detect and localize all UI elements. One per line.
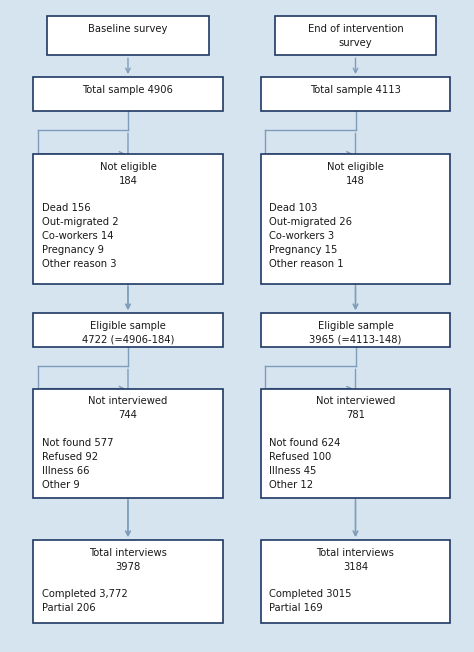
Text: 184: 184 [118,175,137,186]
FancyBboxPatch shape [261,389,450,498]
FancyBboxPatch shape [261,154,450,284]
FancyBboxPatch shape [261,540,450,623]
Text: Total sample 4906: Total sample 4906 [82,85,173,95]
FancyBboxPatch shape [275,16,436,55]
Text: Other reason 3: Other reason 3 [42,259,116,269]
FancyBboxPatch shape [261,77,450,111]
Text: Completed 3015: Completed 3015 [269,589,352,599]
Text: Eligible sample: Eligible sample [90,321,166,331]
Text: Out-migrated 26: Out-migrated 26 [269,217,352,227]
FancyBboxPatch shape [33,77,223,111]
Text: 148: 148 [346,175,365,186]
Text: 4722 (=4906-184): 4722 (=4906-184) [82,334,174,345]
Text: 781: 781 [346,410,365,421]
Text: Out-migrated 2: Out-migrated 2 [42,217,118,227]
Text: Partial 169: Partial 169 [269,603,323,613]
Text: Illness 45: Illness 45 [269,466,317,476]
Text: Dead 103: Dead 103 [269,203,318,213]
Text: Completed 3,772: Completed 3,772 [42,589,128,599]
Text: Illness 66: Illness 66 [42,466,89,476]
Text: Dead 156: Dead 156 [42,203,91,213]
Text: End of intervention: End of intervention [308,24,403,34]
FancyBboxPatch shape [261,313,450,347]
Text: Co-workers 3: Co-workers 3 [269,231,334,241]
Text: Other reason 1: Other reason 1 [269,259,344,269]
Text: 3978: 3978 [115,561,141,572]
Text: Other 9: Other 9 [42,479,80,490]
FancyBboxPatch shape [33,154,223,284]
Text: Total interviews: Total interviews [317,548,394,557]
Text: 744: 744 [118,410,137,421]
Text: Not found 577: Not found 577 [42,438,113,448]
FancyBboxPatch shape [33,389,223,498]
Text: Not eligible: Not eligible [327,162,384,171]
Text: Refused 92: Refused 92 [42,452,98,462]
Text: Pregnancy 15: Pregnancy 15 [269,244,337,255]
Text: Co-workers 14: Co-workers 14 [42,231,113,241]
Text: Refused 100: Refused 100 [269,452,331,462]
Text: Total interviews: Total interviews [89,548,167,557]
FancyBboxPatch shape [33,313,223,347]
Text: 3184: 3184 [343,561,368,572]
Text: Pregnancy 9: Pregnancy 9 [42,244,104,255]
Text: Not eligible: Not eligible [100,162,156,171]
FancyBboxPatch shape [33,540,223,623]
Text: Eligible sample: Eligible sample [318,321,393,331]
Text: Not interviewed: Not interviewed [316,396,395,406]
FancyBboxPatch shape [47,16,209,55]
Text: survey: survey [339,38,372,48]
Text: Not interviewed: Not interviewed [88,396,168,406]
Text: 3965 (=4113-148): 3965 (=4113-148) [310,334,401,345]
Text: Baseline survey: Baseline survey [88,24,168,34]
Text: Other 12: Other 12 [269,479,313,490]
Text: Partial 206: Partial 206 [42,603,95,613]
Text: Not found 624: Not found 624 [269,438,341,448]
Text: Total sample 4113: Total sample 4113 [310,85,401,95]
